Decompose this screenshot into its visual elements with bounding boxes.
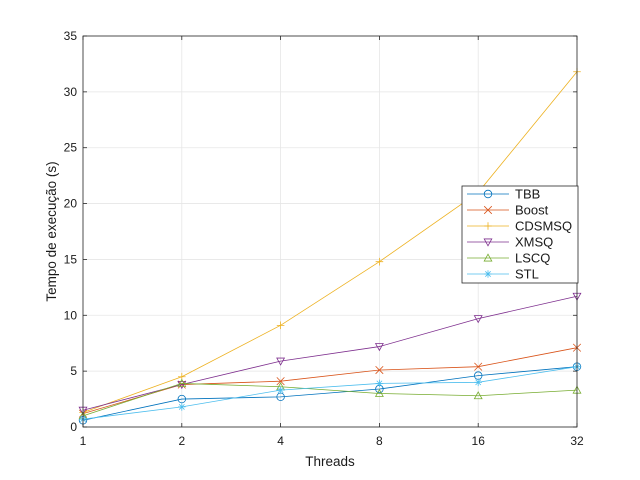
y-tick-label: 25 — [64, 141, 78, 155]
legend-marker-tbb — [483, 189, 493, 199]
data-point-stl — [178, 403, 186, 411]
data-point-boost — [276, 377, 285, 386]
data-point-boost — [375, 365, 384, 375]
data-point-lscq — [374, 388, 384, 397]
legend-marker-lscq — [483, 253, 493, 262]
data-point-xmsq — [177, 381, 187, 390]
legend-marker-xmsq — [483, 238, 493, 247]
x-tick-label: 32 — [570, 434, 584, 448]
data-point-stl — [375, 379, 384, 388]
data-point-cdsmsq — [276, 321, 285, 330]
data-point-boost — [474, 362, 483, 371]
series-line-cdsmsq — [82, 71, 578, 413]
data-point-xmsq — [473, 315, 483, 324]
data-point-stl — [474, 378, 482, 387]
legend-marker-stl — [484, 270, 492, 278]
y-tick-label: 10 — [64, 308, 78, 322]
x-tick-label: 8 — [376, 434, 383, 448]
data-point-lscq — [177, 378, 187, 387]
y-tick-label: 0 — [70, 420, 77, 434]
series-line-tbb — [82, 366, 578, 421]
legend-marker-cdsmsq — [484, 222, 492, 230]
series-layer — [78, 67, 582, 425]
legend-label-lscq: LSCQ — [515, 251, 550, 266]
x-tick-label: 1 — [80, 434, 87, 448]
data-point-lscq — [473, 391, 483, 400]
y-tick-label: 30 — [64, 85, 78, 99]
data-point-cdsmsq — [375, 257, 384, 266]
legend-label-xmsq: XMSQ — [515, 235, 553, 250]
y-tick-label: 35 — [64, 29, 78, 43]
y-tick-label: 15 — [64, 252, 78, 266]
data-point-xmsq — [374, 343, 384, 352]
legend-label-tbb: TBB — [515, 187, 540, 202]
x-axis-title: Threads — [305, 454, 355, 469]
data-point-xmsq — [276, 357, 286, 366]
y-tick-label: 5 — [70, 364, 77, 378]
legend-box — [461, 185, 579, 284]
legend-label-stl: STL — [515, 267, 539, 282]
series-line-boost — [82, 347, 578, 414]
y-axis-title: Tempo de execução (s) — [44, 161, 59, 301]
series-line-lscq — [82, 383, 578, 417]
series-line-stl — [82, 366, 578, 420]
ticks: 1 2 4 8 16 32 0 5 10 15 20 25 30 35 — [64, 29, 584, 448]
legend-marker-boost — [483, 205, 493, 215]
data-point-stl — [276, 386, 285, 394]
legend-label-boost: Boost — [515, 203, 549, 218]
y-tick-label: 20 — [64, 197, 78, 211]
x-tick-label: 16 — [472, 434, 486, 448]
data-point-tbb — [177, 394, 186, 404]
x-tick-label: 4 — [277, 434, 284, 448]
x-tick-label: 2 — [178, 434, 185, 448]
legend-label-cdsmsq: CDSMSQ — [515, 219, 572, 234]
